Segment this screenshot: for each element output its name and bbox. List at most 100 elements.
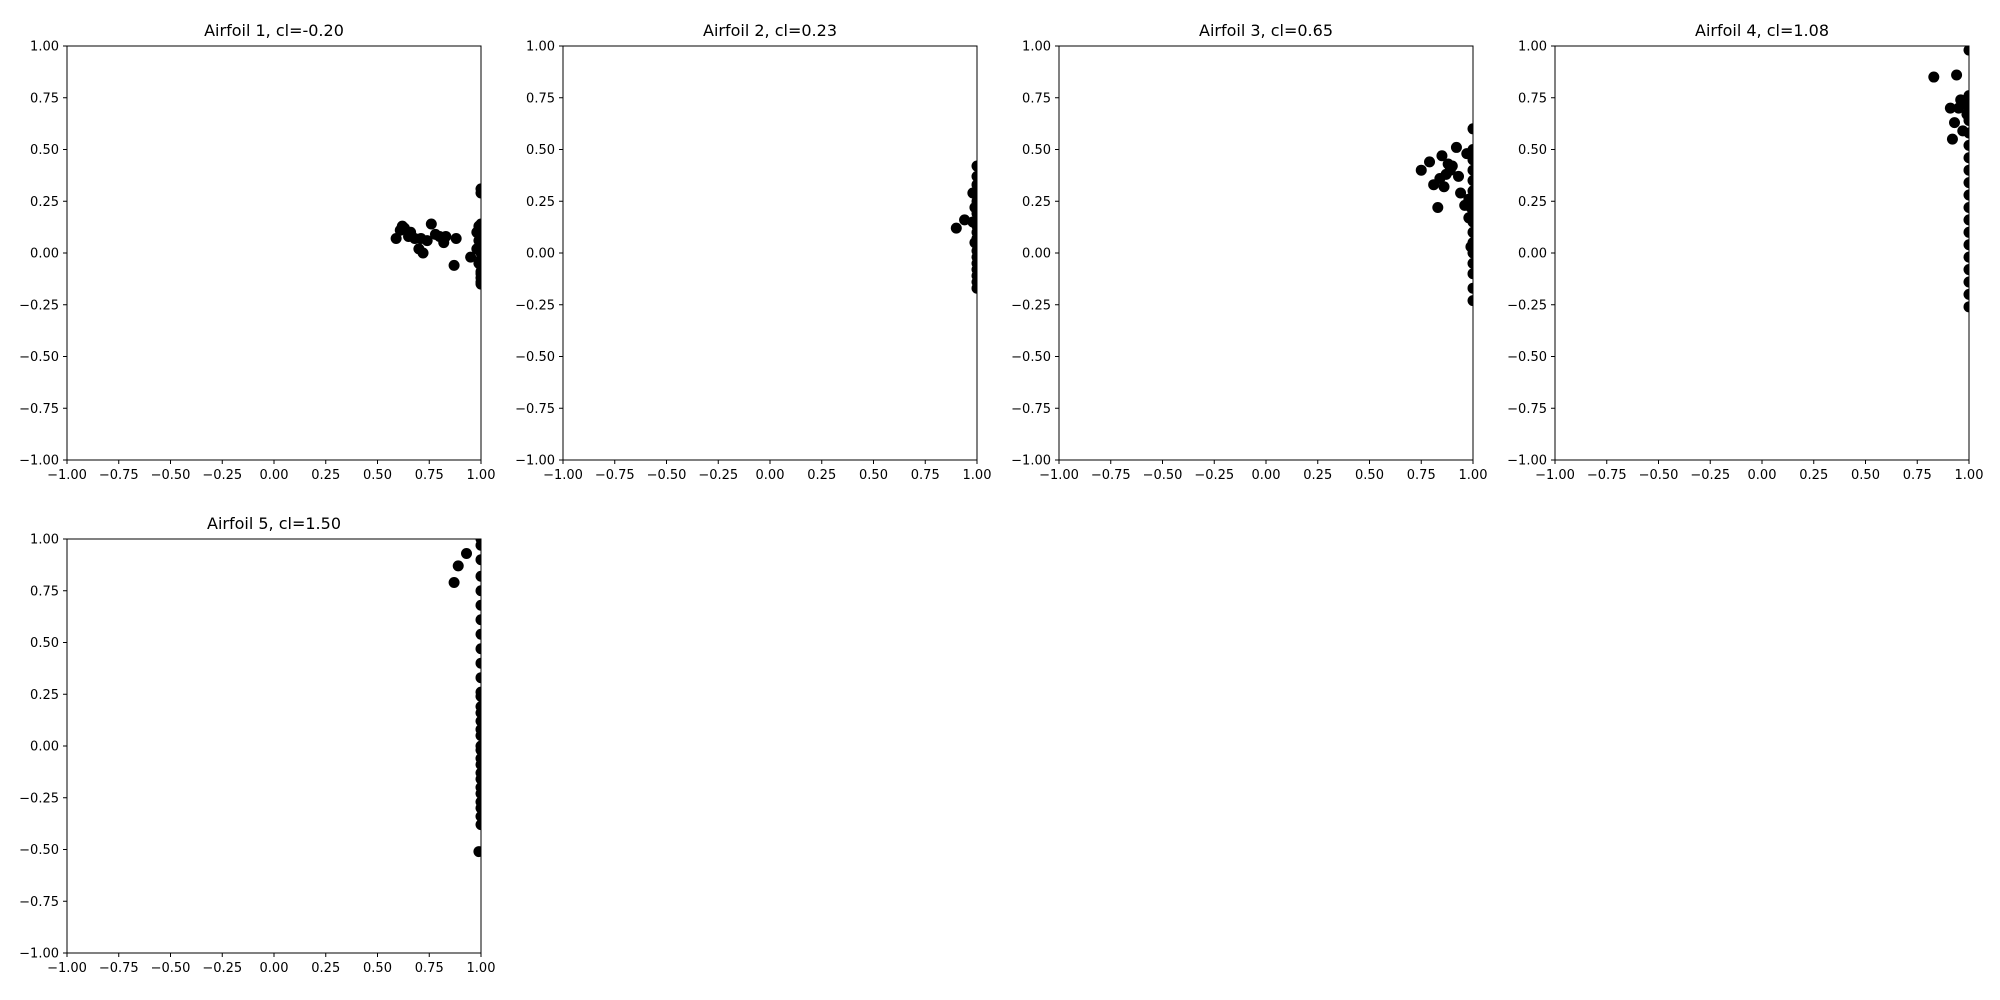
data-point <box>473 846 481 858</box>
y-tick-label: 0.75 <box>30 91 59 106</box>
subplot-3: Airfoil 3, cl=0.65 −1.00 −0.75 −0.50 −0.25 0.… <box>1011 21 1487 483</box>
data-point <box>1963 239 1969 251</box>
y-tick-label: 0.50 <box>1518 143 1547 158</box>
data-point <box>475 810 481 822</box>
data-point <box>452 560 464 572</box>
x-tick-label: −0.75 <box>1091 468 1131 483</box>
x-tick-label: 0.50 <box>363 468 392 483</box>
data-point <box>1446 160 1458 172</box>
data-point <box>950 222 962 234</box>
y-tick-label: −1.00 <box>19 947 59 962</box>
y-tick-label: 0.25 <box>30 195 59 210</box>
x-tick-label: −0.25 <box>698 468 738 483</box>
data-point <box>1455 187 1467 199</box>
subplot-title: Airfoil 3, cl=0.65 <box>1199 21 1333 40</box>
x-tick-label: −0.75 <box>1587 468 1627 483</box>
data-point <box>971 160 977 172</box>
x-tick-label: 0.25 <box>1303 468 1332 483</box>
x-tick-label: 1.00 <box>467 961 496 976</box>
x-tick-label: 1.00 <box>467 468 496 483</box>
data-point <box>1467 226 1473 238</box>
data-point <box>1467 175 1473 187</box>
data-point <box>475 740 481 752</box>
data-point <box>971 170 977 182</box>
data-point <box>1963 264 1969 276</box>
x-tick-label: −0.75 <box>595 468 635 483</box>
x-tick-label: −0.50 <box>1143 468 1183 483</box>
y-tick-label: −0.25 <box>515 298 555 313</box>
x-tick-label: 0.50 <box>1355 468 1384 483</box>
data-points <box>950 160 977 294</box>
subplot-2: Airfoil 2, cl=0.23 −1.00 −0.75 −0.50 −0.25 0.… <box>515 21 991 483</box>
data-point <box>1963 152 1969 164</box>
plot-frame <box>1554 45 1970 461</box>
y-tick-label: −0.50 <box>515 350 555 365</box>
data-point <box>1963 139 1969 151</box>
data-point <box>1963 301 1969 313</box>
x-tick-label: 0.25 <box>311 468 340 483</box>
y-tick-label: −0.25 <box>19 791 59 806</box>
y-tick-label: 0.00 <box>30 740 59 755</box>
y-tick-label: −0.75 <box>1507 402 1547 417</box>
data-point <box>448 576 460 588</box>
data-point <box>475 767 481 779</box>
data-point <box>1467 295 1473 307</box>
data-point <box>417 247 429 259</box>
data-point <box>475 752 481 764</box>
data-point <box>1467 185 1473 197</box>
data-point <box>475 781 481 793</box>
y-tick-label: −1.00 <box>19 454 59 469</box>
y-tick-label: 0.25 <box>1518 195 1547 210</box>
y-tick-label: 1.00 <box>1022 40 1051 55</box>
y-tick-label: 0.00 <box>1518 247 1547 262</box>
data-point <box>475 723 481 735</box>
x-tick-label: −1.00 <box>1039 468 1079 483</box>
x-tick-label: 0.75 <box>415 468 444 483</box>
data-point <box>1963 177 1969 189</box>
subplot-title: Airfoil 2, cl=0.23 <box>703 21 837 40</box>
data-point <box>1963 251 1969 263</box>
data-point <box>1963 288 1969 300</box>
data-point <box>971 179 977 191</box>
data-point <box>1467 144 1473 155</box>
y-tick-label: −1.00 <box>1507 454 1547 469</box>
data-point <box>1963 46 1969 56</box>
data-point <box>1963 226 1969 238</box>
y-tick-label: 1.00 <box>526 40 555 55</box>
x-tick-label: −0.25 <box>202 961 242 976</box>
data-point <box>421 235 433 247</box>
x-tick-label: −0.25 <box>1690 468 1730 483</box>
data-point <box>475 707 481 719</box>
y-tick-label: 0.50 <box>30 143 59 158</box>
data-point <box>1963 115 1969 127</box>
data-point <box>1949 117 1961 129</box>
data-point <box>1415 164 1427 176</box>
y-tick-label: 0.00 <box>30 247 59 262</box>
data-point <box>465 251 477 263</box>
x-tick-label: 1.00 <box>963 468 992 483</box>
y-tick-label: −0.50 <box>1011 350 1051 365</box>
data-point <box>475 268 481 280</box>
data-point <box>1467 123 1473 135</box>
y-tick-label: 0.75 <box>1518 91 1547 106</box>
y-tick-label: −0.75 <box>515 402 555 417</box>
data-point <box>1963 164 1969 176</box>
subplot-1: Airfoil 1, cl=-0.20 −1.00 −0.75 −0.50 −0.25 0… <box>19 21 495 483</box>
plot-frame <box>1058 45 1474 461</box>
data-point <box>1963 189 1969 201</box>
data-point <box>450 233 462 245</box>
data-points <box>1928 46 1969 313</box>
data-points <box>390 183 481 290</box>
data-point <box>440 230 452 242</box>
x-tick-label: −0.75 <box>99 468 139 483</box>
y-tick-label: 0.75 <box>526 91 555 106</box>
y-tick-label: −0.75 <box>19 895 59 910</box>
x-tick-label: −1.00 <box>1535 468 1575 483</box>
y-tick-label: 0.25 <box>526 195 555 210</box>
x-tick-label: 0.00 <box>1252 468 1281 483</box>
data-point <box>1467 216 1473 228</box>
data-point <box>475 585 481 597</box>
data-point <box>1453 170 1465 182</box>
data-point <box>1963 201 1969 213</box>
y-tick-label: −0.25 <box>1507 298 1547 313</box>
